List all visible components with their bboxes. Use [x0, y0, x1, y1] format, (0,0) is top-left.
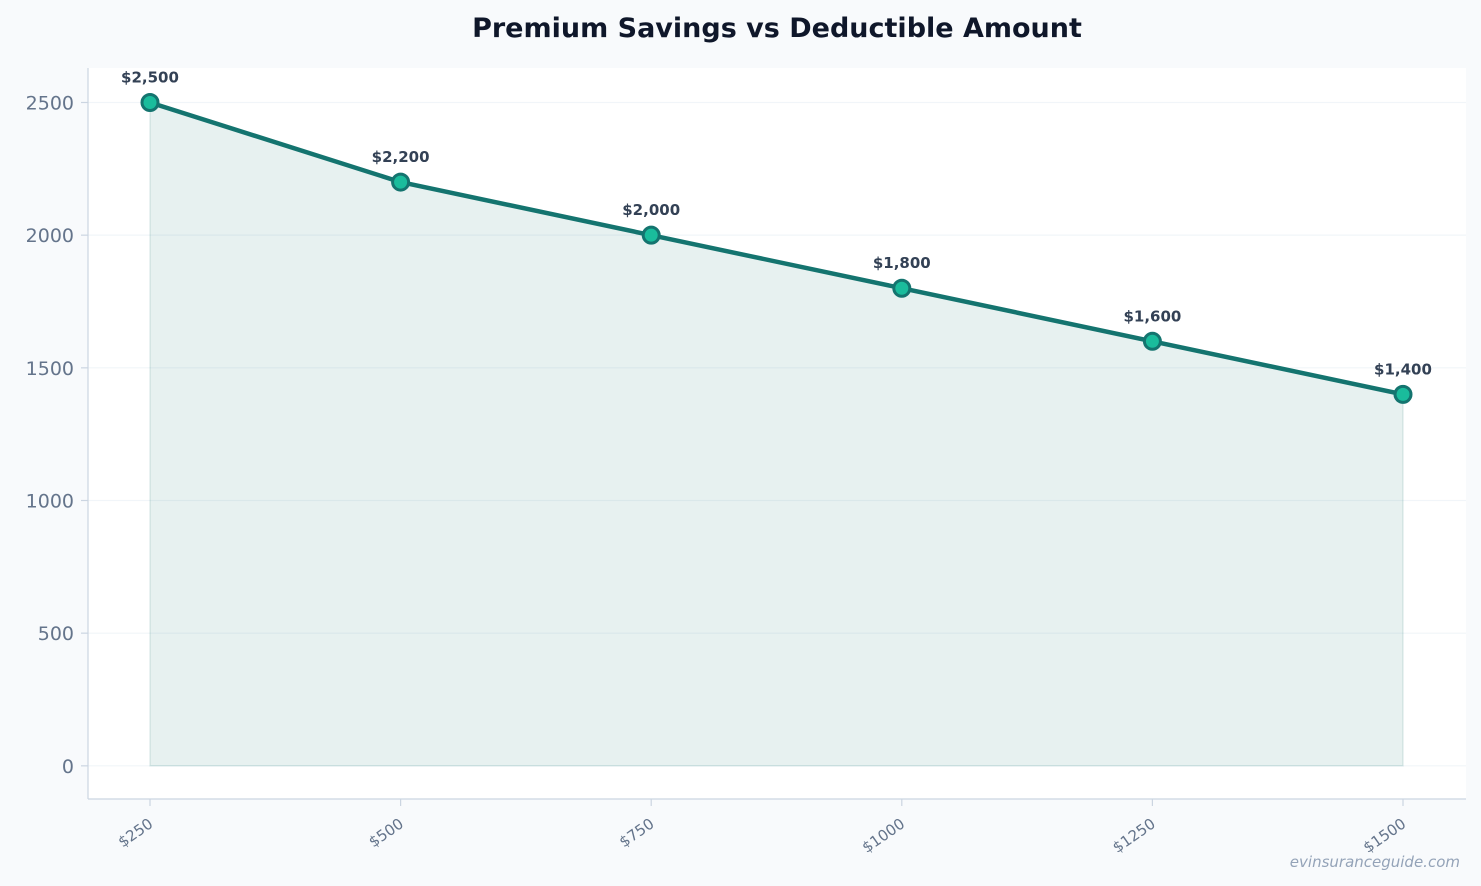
x-tick-label: $500 — [365, 815, 407, 852]
data-point — [1393, 384, 1413, 404]
chart-title: Premium Savings vs Deductible Amount — [472, 13, 1082, 44]
x-tick-label: $750 — [616, 815, 658, 852]
y-tick-label: 1000 — [26, 490, 74, 512]
x-tick-label: $250 — [115, 815, 157, 852]
x-tick-label: $1000 — [859, 815, 908, 857]
data-point — [892, 278, 912, 298]
data-point — [1142, 331, 1162, 351]
data-label: $1,800 — [873, 254, 931, 272]
data-point — [391, 172, 411, 192]
series-line — [147, 100, 1406, 397]
data-point — [641, 225, 661, 245]
x-tick-label: $1250 — [1109, 815, 1158, 857]
y-tick-label: 1500 — [26, 358, 74, 380]
x-tick-label: $1500 — [1360, 815, 1409, 857]
y-axis-ticks: 0 500 1000 1500 2000 2500 — [26, 92, 88, 778]
data-label: $2,500 — [121, 68, 179, 86]
data-labels: $2,500 $2,200 $2,000 $1,800 $1,600 $1,400 — [121, 68, 1432, 378]
data-label: $2,200 — [372, 148, 430, 166]
data-points — [140, 92, 1413, 404]
data-point — [140, 92, 160, 112]
data-label: $1,600 — [1123, 307, 1181, 325]
plot-area — [88, 68, 1466, 799]
y-tick-label: 2500 — [26, 92, 74, 114]
y-tick-label: 0 — [62, 756, 74, 778]
data-label: $2,000 — [622, 201, 680, 219]
grid-lines — [88, 101, 1466, 767]
x-axis-ticks: $250 $500 $750 $1000 $1250 $1500 — [115, 799, 1409, 857]
y-tick-label: 2000 — [26, 225, 74, 247]
data-label: $1,400 — [1374, 360, 1432, 378]
y-tick-label: 500 — [38, 623, 74, 645]
watermark-text: evinsuranceguide.com — [1290, 853, 1460, 871]
